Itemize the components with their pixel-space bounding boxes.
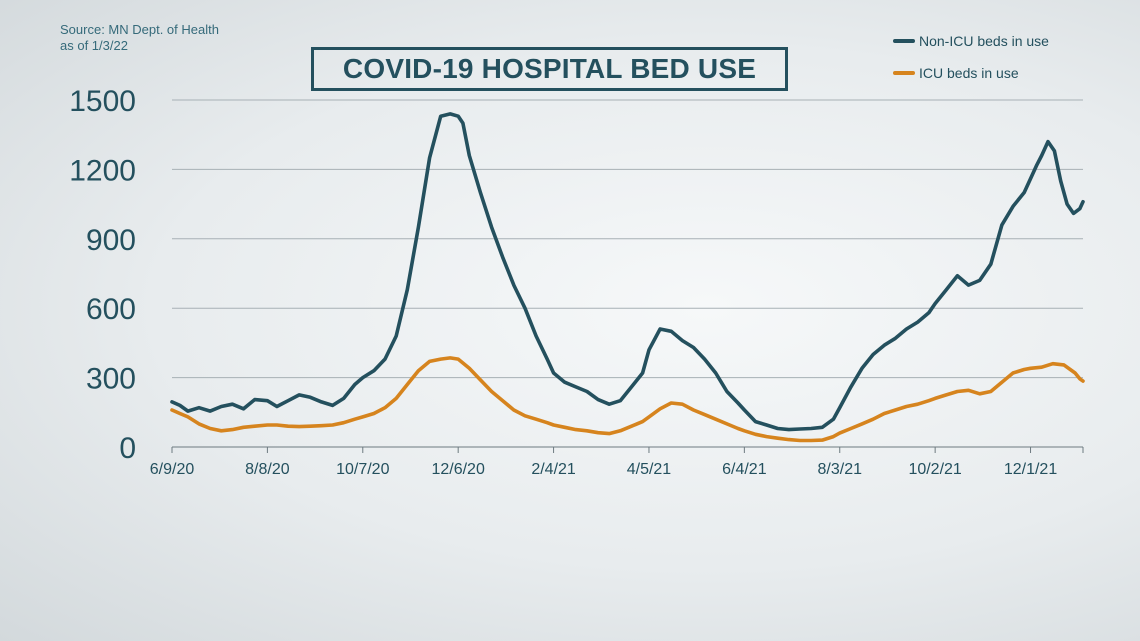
- series-lines: [170, 112, 1085, 443]
- legend-label-non-icu: Non-ICU beds in use: [919, 33, 1049, 49]
- x-tick-label-0: 6/9/20: [150, 461, 195, 478]
- x-tick-label-3: 12/6/20: [431, 461, 484, 478]
- y-tick-label-900: 900: [86, 224, 136, 257]
- x-tick-label-6: 6/4/21: [722, 461, 767, 478]
- y-tick-label-1500: 1500: [69, 85, 136, 118]
- legend-swatch-non-icu: [893, 39, 915, 43]
- x-tick-label-2: 10/7/20: [336, 461, 389, 478]
- x-tick-label-4: 2/4/21: [531, 461, 576, 478]
- y-tick-label-1200: 1200: [69, 154, 136, 187]
- legend: Non-ICU beds in use ICU beds in use: [893, 30, 1049, 94]
- gridlines: [172, 99, 1083, 379]
- x-tick-label-8: 10/2/21: [908, 461, 961, 478]
- source-line: Source: MN Dept. of Health: [60, 22, 219, 37]
- x-tick-labels: 6/9/20 8/8/20 10/7/20 12/6/20 2/4/21 4/5/21 6/…: [150, 461, 1058, 478]
- source-note: Source: MN Dept. of Health as of 1/3/22: [60, 22, 219, 54]
- series-line-icu: [170, 356, 1085, 443]
- y-tick-label-300: 300: [86, 363, 136, 396]
- legend-label-icu: ICU beds in use: [919, 65, 1019, 81]
- chart-title: COVID-19 HOSPITAL BED USE: [342, 53, 757, 84]
- x-tick-label-7: 8/3/21: [818, 461, 863, 478]
- y-tick-labels: 0 300 600 900 1200 1500: [69, 85, 136, 465]
- x-tick-label-5: 4/5/21: [627, 461, 672, 478]
- chart-title-box: COVID-19 HOSPITAL BED USE: [311, 47, 788, 91]
- x-tick-label-9: 12/1/21: [1004, 461, 1057, 478]
- y-tick-label-0: 0: [119, 432, 136, 465]
- axes: [171, 446, 1084, 453]
- legend-item-non-icu: Non-ICU beds in use: [893, 30, 1049, 52]
- legend-swatch-icu: [893, 71, 915, 75]
- y-tick-label-600: 600: [86, 293, 136, 326]
- series-line-non-icu: [170, 112, 1085, 432]
- source-date-line: as of 1/3/22: [60, 38, 128, 53]
- legend-item-icu: ICU beds in use: [893, 62, 1049, 84]
- x-tick-label-1: 8/8/20: [245, 461, 290, 478]
